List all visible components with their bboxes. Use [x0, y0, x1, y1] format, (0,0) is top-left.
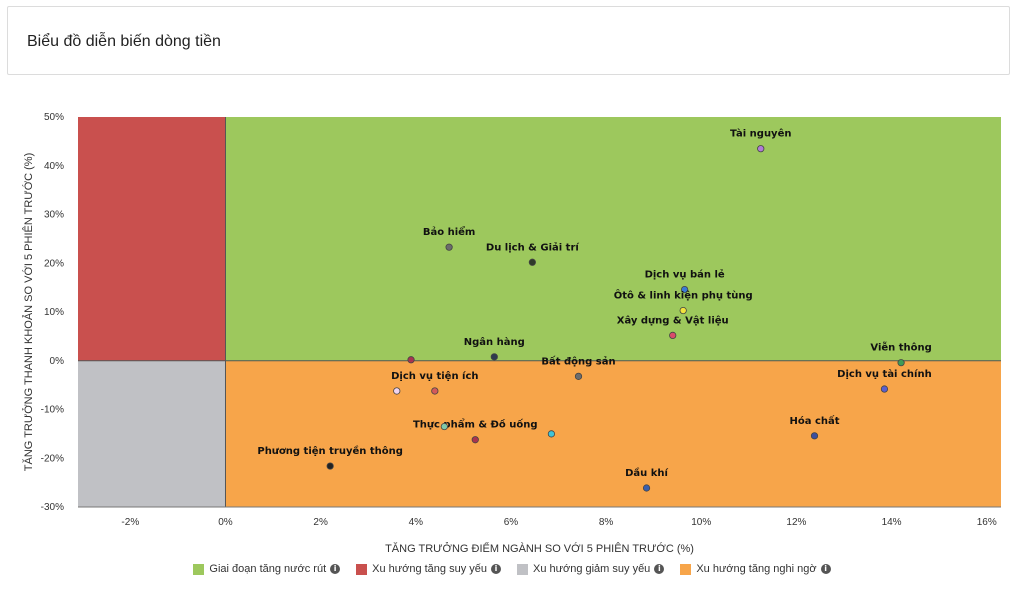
- data-point-label: Phương tiện truyền thông: [257, 444, 403, 457]
- y-tick-label: 20%: [44, 258, 64, 269]
- legend-swatch: [517, 563, 528, 575]
- y-tick-label: 30%: [44, 210, 64, 221]
- info-icon[interactable]: i: [654, 564, 665, 574]
- data-point-label: Hóa chất: [789, 414, 839, 427]
- x-tick-label: 4%: [409, 517, 424, 528]
- page-title: Biểu đồ diễn biến dòng tiền: [27, 33, 221, 50]
- legend-swatch: [356, 563, 368, 575]
- cashflow-scatter-chart: -30% -20% -10% 0% 10% 20% 30% 40% 50% -2% 0% 2% 4% 6%…: [22, 112, 1001, 555]
- data-point: [490, 353, 498, 361]
- data-point-label: Bảo hiểm: [423, 225, 475, 238]
- chart-header-card: Biểu đồ diễn biến dòng tiền: [7, 6, 1010, 75]
- x-tick-label: 14%: [882, 517, 902, 528]
- legend-label: Giai đoạn tăng nước rút: [209, 563, 327, 575]
- legend-swatch: [193, 563, 205, 575]
- data-point: [471, 436, 479, 444]
- data-point-label: Bất động sản: [541, 354, 615, 367]
- x-tick-label: 12%: [786, 517, 806, 528]
- y-tick-label: 40%: [44, 161, 64, 172]
- y-tick-label: -10%: [41, 405, 64, 416]
- data-point-label: Ôtô & linh kiện phụ tùng: [614, 289, 753, 302]
- data-point: [897, 359, 905, 367]
- data-point: [669, 331, 677, 339]
- data-point: [681, 285, 689, 294]
- data-point: [574, 372, 583, 380]
- data-point-label: Dịch vụ tiện ích: [391, 370, 478, 382]
- data-point: [757, 145, 765, 153]
- y-tick-label: 50%: [44, 112, 64, 123]
- data-point: [547, 430, 555, 438]
- quadrant-weakening-up: [78, 117, 226, 361]
- data-point: [407, 356, 415, 364]
- legend-item[interactable]: Xu hướng giảm suy yếu i: [517, 563, 665, 575]
- x-tick-label: 8%: [599, 517, 614, 528]
- legend-item[interactable]: Xu hướng tăng nghi ngờ i: [680, 563, 831, 575]
- data-point-label: Du lịch & Giải trí: [486, 241, 579, 253]
- data-point-label: Ngân hàng: [464, 336, 525, 348]
- quadrant-doubtful-up: [225, 360, 1001, 507]
- x-tick-label: 10%: [691, 517, 711, 528]
- data-point-label: Thực phẩm & Đồ uống: [413, 418, 538, 431]
- data-point: [440, 422, 448, 431]
- y-axis-title: TĂNG TRƯỞNG THANH KHOẢN SO VỚI 5 PHIÊN T…: [22, 153, 35, 471]
- info-icon[interactable]: i: [491, 564, 501, 574]
- data-point: [880, 385, 889, 393]
- data-point: [679, 306, 687, 315]
- info-icon[interactable]: i: [330, 564, 341, 574]
- legend-item[interactable]: Giai đoạn tăng nước rút i: [193, 563, 341, 575]
- x-tick-label: 2%: [313, 517, 328, 528]
- legend-label: Xu hướng tăng suy yếu: [372, 563, 487, 575]
- data-point: [445, 243, 453, 251]
- data-point-label: Dầu khí: [625, 467, 668, 479]
- x-tick-label: 16%: [977, 517, 997, 528]
- data-point: [810, 432, 819, 440]
- chart-legend: Giai đoạn tăng nước rút i Xu hướng tăng su…: [0, 563, 1024, 578]
- data-point-label: Dịch vụ bán lẻ: [645, 269, 725, 281]
- x-axis-title: TĂNG TRƯỞNG ĐIỂM NGÀNH SO VỚI 5 PHIÊN TR…: [385, 542, 694, 555]
- x-tick-label: 0%: [218, 517, 233, 528]
- data-point: [431, 387, 439, 395]
- data-point-label: Viễn thông: [870, 341, 931, 354]
- data-point: [326, 462, 334, 470]
- data-point-label: Xây dựng & Vật liệu: [617, 314, 729, 326]
- legend-item[interactable]: Xu hướng tăng suy yếu i: [356, 563, 501, 575]
- data-point: [528, 258, 536, 266]
- y-tick-label: 10%: [44, 307, 64, 318]
- legend-label: Xu hướng tăng nghi ngờ: [696, 563, 817, 575]
- legend-swatch: [680, 563, 692, 575]
- quadrant-leading: [225, 117, 1001, 361]
- x-tick-label: 6%: [504, 517, 519, 528]
- x-tick-label: -2%: [121, 517, 139, 528]
- data-point-label: Dịch vụ tài chính: [837, 368, 932, 380]
- y-tick-label: -20%: [41, 453, 64, 464]
- data-point-label: Tài nguyên: [730, 128, 792, 140]
- quadrant-weakening-down: [78, 360, 226, 507]
- data-point: [393, 387, 401, 395]
- y-tick-label: -30%: [41, 502, 64, 513]
- legend-label: Xu hướng giảm suy yếu: [533, 563, 651, 575]
- data-point: [642, 484, 651, 492]
- info-icon[interactable]: i: [820, 564, 831, 574]
- y-tick-label: 0%: [50, 356, 65, 367]
